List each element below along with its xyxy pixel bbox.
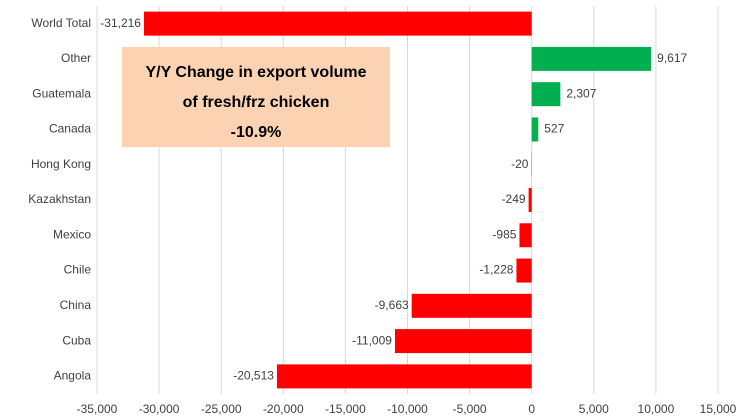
x-tick-label: -10,000: [387, 402, 428, 416]
annotation-text: Y/Y Change in export volume: [145, 64, 366, 81]
x-tick-label: -20,000: [263, 402, 304, 416]
y-tick-label: Hong Kong: [31, 157, 91, 171]
y-tick-label: Kazakhstan: [28, 192, 91, 206]
x-tick-label: -5,000: [453, 402, 487, 416]
bar: [143, 11, 532, 36]
x-tick-label: 0: [528, 402, 535, 416]
bar: [519, 223, 532, 248]
x-tick-label: 15,000: [700, 402, 737, 416]
x-tick-label: -15,000: [325, 402, 366, 416]
y-tick-label: Mexico: [53, 227, 91, 241]
annotation-box: [122, 47, 390, 147]
x-tick-label: -35,000: [77, 402, 118, 416]
x-tick-label: -30,000: [139, 402, 180, 416]
y-tick-label: China: [60, 298, 92, 312]
value-label: -249: [502, 192, 526, 206]
y-tick-label: World Total: [31, 16, 91, 30]
y-tick-label: Guatemala: [32, 86, 91, 100]
value-label: -11,009: [352, 333, 392, 347]
value-label: -9,663: [375, 298, 409, 312]
value-label: -20: [511, 157, 529, 171]
value-label: -985: [492, 227, 516, 241]
value-label: 9,617: [657, 51, 687, 65]
x-tick-label: -25,000: [201, 402, 242, 416]
value-label: -31,216: [100, 16, 141, 30]
bar: [531, 46, 652, 71]
x-tick-label: 5,000: [579, 402, 609, 416]
x-tick-label: 10,000: [638, 402, 675, 416]
value-label: 527: [544, 122, 564, 136]
bar: [531, 82, 561, 107]
y-tick-label: Canada: [49, 122, 91, 136]
bar: [531, 117, 539, 142]
annotation-text: of fresh/frz chicken: [183, 94, 330, 111]
y-tick-label: Angola: [54, 369, 92, 383]
bar: [516, 258, 532, 283]
annotation-text: -10.9%: [231, 124, 282, 141]
bar: [411, 293, 532, 318]
value-label: -20,513: [233, 369, 274, 383]
y-tick-label: Chile: [64, 263, 92, 277]
bar: [276, 364, 532, 389]
bar: [528, 188, 532, 212]
value-label: -1,228: [479, 263, 513, 277]
value-label: 2,307: [566, 86, 596, 100]
bar: [394, 329, 532, 354]
y-tick-label: Other: [61, 51, 91, 65]
y-tick-label: Cuba: [62, 333, 91, 347]
